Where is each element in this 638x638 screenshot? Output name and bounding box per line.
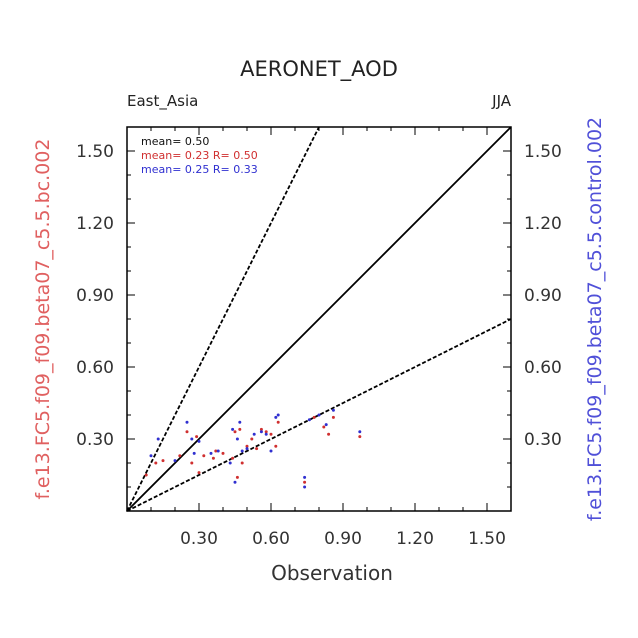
y-tick-label-left: 0.90 bbox=[76, 286, 114, 306]
point-series-left bbox=[322, 425, 326, 429]
point-series-right bbox=[156, 437, 160, 441]
x-tick-label: 0.90 bbox=[324, 529, 362, 549]
point-series-left bbox=[303, 480, 307, 484]
point-series-right bbox=[197, 439, 201, 443]
point-series-left bbox=[195, 435, 199, 439]
point-series-left bbox=[202, 454, 206, 458]
x-tick-label: 0.60 bbox=[252, 529, 290, 549]
point-series-left bbox=[197, 471, 201, 475]
y-tick-label-left: 0.60 bbox=[76, 358, 114, 378]
point-series-left bbox=[245, 444, 249, 448]
chart-title: AERONET_AOD bbox=[240, 57, 398, 82]
reference-line-slope-0_5 bbox=[126, 318, 512, 512]
data-points bbox=[144, 408, 362, 489]
point-series-right bbox=[358, 430, 362, 434]
point-series-right bbox=[209, 451, 213, 455]
point-series-right bbox=[149, 454, 153, 458]
y-tick-label-left: 0.30 bbox=[76, 430, 114, 450]
point-series-left bbox=[269, 432, 273, 436]
point-series-right bbox=[240, 449, 244, 453]
point-series-left bbox=[276, 420, 280, 424]
y-axis-label-right: f.e13.FC5.f09_f09.beta07_c5.5.control.00… bbox=[584, 117, 606, 521]
point-series-right bbox=[245, 447, 249, 451]
season-label: JJA bbox=[491, 92, 512, 110]
point-series-right bbox=[185, 420, 189, 424]
reference-line-slope-1 bbox=[126, 126, 512, 512]
x-tick-label: 0.30 bbox=[180, 529, 218, 549]
x-tick-label: 1.50 bbox=[468, 529, 506, 549]
point-series-left bbox=[190, 461, 194, 465]
point-series-right bbox=[303, 485, 307, 489]
point-series-right bbox=[303, 475, 307, 479]
point-series-right bbox=[228, 461, 232, 465]
point-series-left bbox=[154, 461, 158, 465]
point-series-right bbox=[331, 408, 335, 412]
point-series-left bbox=[264, 430, 268, 434]
point-series-right bbox=[269, 449, 273, 453]
y-axis-label-left: f.e13.FC5.f09_f09.beta07_c5.5.bc.002 bbox=[32, 139, 54, 500]
point-series-right bbox=[233, 480, 237, 484]
point-series-left bbox=[214, 449, 218, 453]
reference-line-slope-2 bbox=[126, 126, 320, 512]
y-tick-label-left: 1.20 bbox=[76, 214, 114, 234]
point-series-left bbox=[161, 459, 165, 463]
y-tick-label-right: 0.60 bbox=[524, 358, 562, 378]
point-series-right bbox=[173, 459, 177, 463]
point-series-left bbox=[144, 473, 148, 477]
point-series-right bbox=[252, 432, 256, 436]
point-series-left bbox=[238, 427, 242, 431]
point-series-left bbox=[185, 430, 189, 434]
point-series-left bbox=[233, 430, 237, 434]
point-series-left bbox=[250, 437, 254, 441]
y-tick-label-right: 0.90 bbox=[524, 286, 562, 306]
point-series-right bbox=[238, 420, 242, 424]
point-series-right bbox=[324, 423, 328, 427]
y-tick-label-right: 1.20 bbox=[524, 214, 562, 234]
point-series-left bbox=[178, 454, 182, 458]
stats-right: mean= 0.25 R= 0.33 bbox=[141, 163, 258, 176]
point-series-right bbox=[307, 418, 311, 422]
point-series-right bbox=[259, 430, 263, 434]
point-series-right bbox=[216, 449, 220, 453]
axis-ticks: 0.30 0.60 0.90 1.20 1.50 0.30 0.30 0.60 0.60 0.90… bbox=[76, 127, 562, 549]
stats-obs: mean= 0.50 bbox=[141, 135, 209, 148]
point-series-left bbox=[240, 461, 244, 465]
x-axis-label: Observation bbox=[271, 561, 393, 585]
point-series-right bbox=[190, 437, 194, 441]
stats-left: mean= 0.23 R= 0.50 bbox=[141, 149, 258, 162]
y-tick-label-right: 0.30 bbox=[524, 430, 562, 450]
region-label: East_Asia bbox=[127, 92, 198, 111]
y-tick-label-left: 1.50 bbox=[76, 142, 114, 162]
plot-frame bbox=[126, 126, 512, 512]
reference-lines bbox=[126, 126, 512, 512]
point-series-left bbox=[221, 451, 225, 455]
point-series-left bbox=[259, 427, 263, 431]
point-series-left bbox=[327, 432, 331, 436]
point-series-left bbox=[235, 475, 239, 479]
point-series-left bbox=[255, 447, 259, 451]
point-series-left bbox=[312, 415, 316, 419]
point-series-right bbox=[235, 437, 239, 441]
point-series-right bbox=[276, 413, 280, 417]
point-series-left bbox=[274, 444, 278, 448]
point-series-left bbox=[211, 456, 215, 460]
point-series-right bbox=[231, 427, 235, 431]
point-series-left bbox=[331, 415, 335, 419]
point-series-right bbox=[317, 413, 321, 417]
point-series-left bbox=[231, 456, 235, 460]
x-tick-label: 1.20 bbox=[396, 529, 434, 549]
point-series-right bbox=[264, 432, 268, 436]
y-tick-label-right: 1.50 bbox=[524, 142, 562, 162]
point-series-left bbox=[358, 435, 362, 439]
point-series-right bbox=[274, 415, 278, 419]
point-series-right bbox=[192, 451, 196, 455]
